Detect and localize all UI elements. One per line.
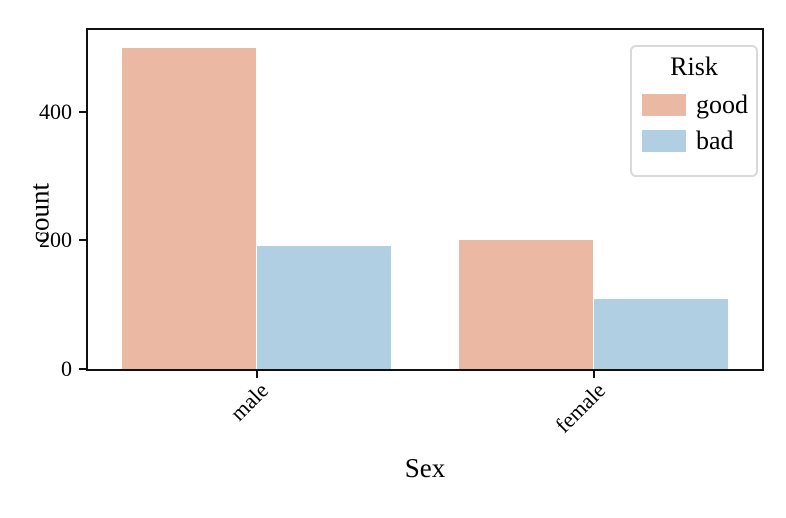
y-tick-label-400: 400	[39, 98, 72, 124]
legend-swatch-good	[642, 93, 686, 116]
legend-label-bad: bad	[696, 125, 734, 155]
x-tick-label-female: female	[549, 377, 610, 438]
x-tick-label-male: male	[224, 377, 273, 426]
x-tick-mark-male	[255, 371, 258, 378]
y-tick-mark-0	[79, 368, 86, 370]
legend-title: Risk	[670, 52, 718, 81]
legend-entry-good: good	[642, 89, 748, 119]
y-axis-label: count	[24, 183, 55, 243]
legend-label-good: good	[696, 89, 748, 119]
bar-male-good	[121, 48, 257, 369]
bar-female-bad	[593, 298, 729, 369]
y-tick-label-0: 0	[61, 356, 72, 381]
x-tick-mark-female	[592, 371, 595, 378]
legend-swatch-bad	[642, 129, 686, 152]
y-tick-mark-200	[79, 239, 86, 242]
bar-female-good	[458, 239, 594, 369]
y-tick-label-200: 200	[39, 227, 72, 253]
legend-entries: good bad	[642, 89, 748, 155]
legend-entry-bad: bad	[642, 125, 746, 155]
legend: Risk good bad	[630, 45, 758, 177]
bar-male-bad	[256, 246, 392, 369]
x-axis-label: Sex	[404, 453, 446, 483]
y-tick-mark-400	[79, 110, 86, 113]
